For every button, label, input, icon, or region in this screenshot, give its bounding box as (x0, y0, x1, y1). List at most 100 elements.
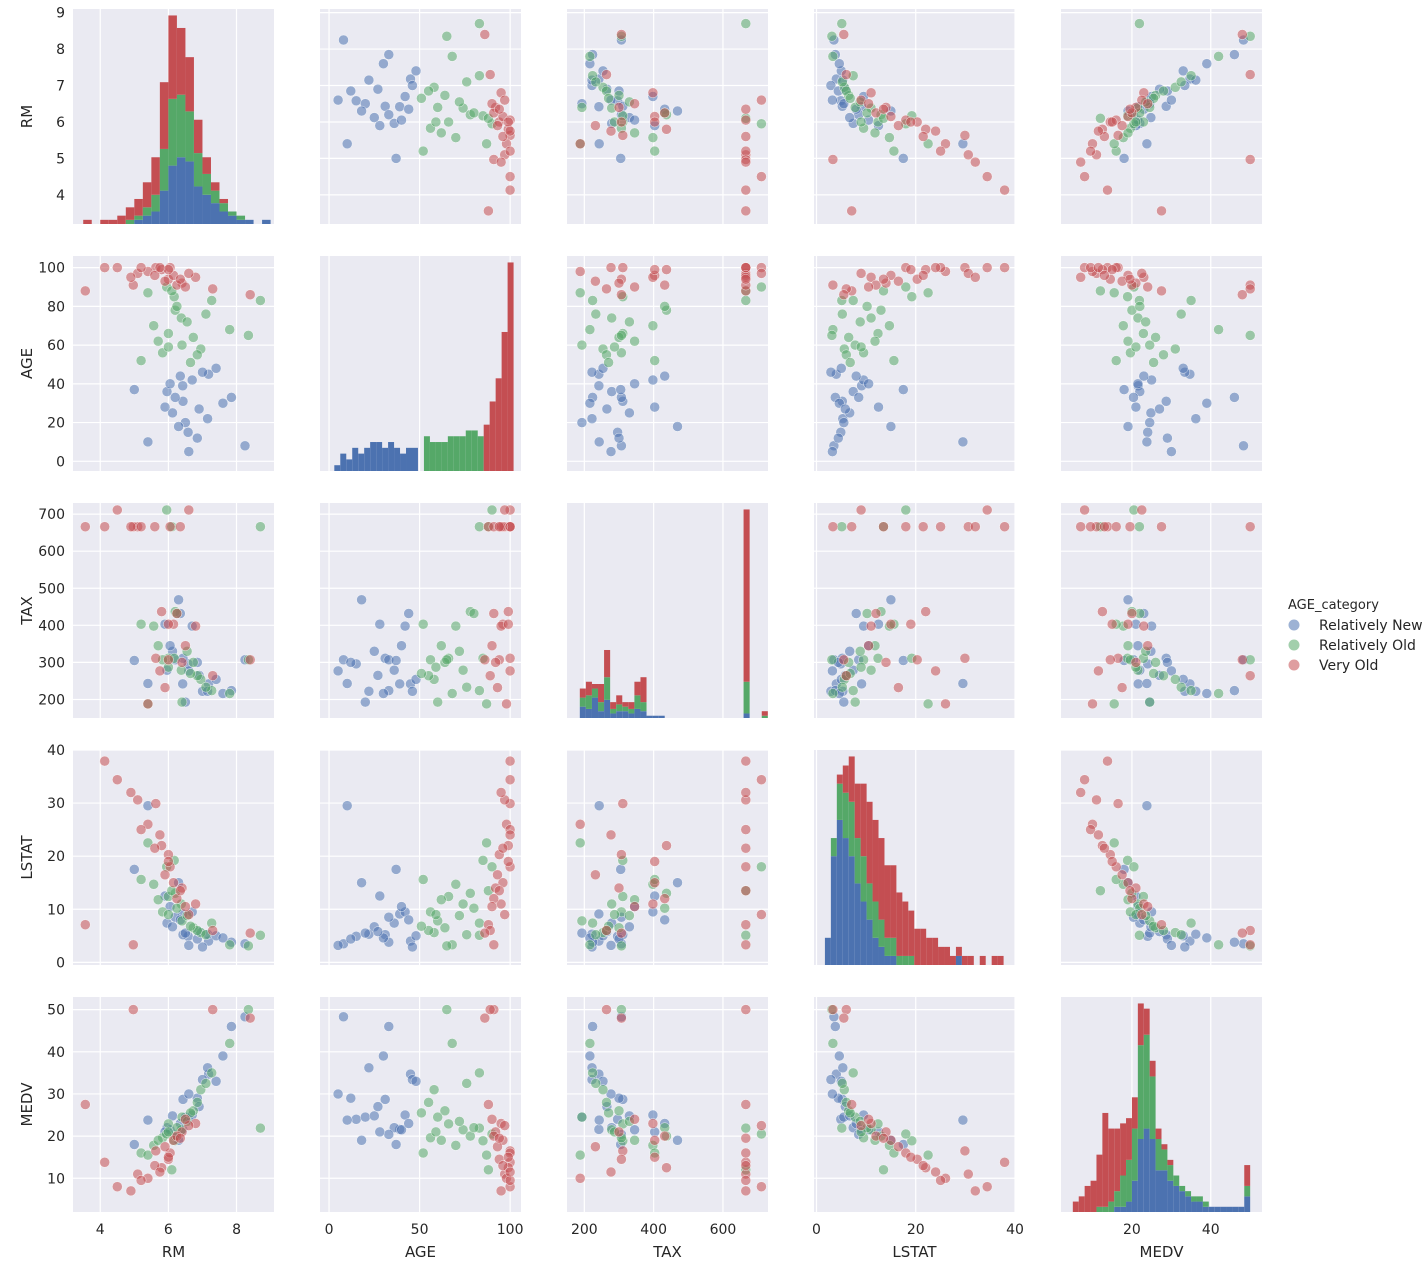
point-relatively-old (740, 930, 751, 941)
point-relatively-new (142, 678, 154, 689)
point-very-old (1106, 264, 1118, 275)
point-very-old (1099, 270, 1110, 281)
point-very-old (613, 1126, 625, 1138)
point-very-old (504, 665, 516, 677)
point-relatively-new (1229, 392, 1240, 403)
point-relatively-old (439, 90, 451, 101)
point-relatively-old (1110, 355, 1122, 366)
point-relatively-new (1166, 94, 1177, 106)
point-very-old (1112, 798, 1124, 809)
point-very-old (740, 755, 751, 767)
point-relatively-new (672, 1135, 683, 1146)
point-very-old (880, 657, 892, 668)
panel-grid (73, 9, 1262, 1212)
point-relatively-old (163, 909, 174, 920)
point-relatively-old (430, 1126, 442, 1138)
hist-bar-relatively-old (176, 94, 186, 158)
y-tick-label: 40 (47, 743, 65, 759)
hist-bar-relatively-new (168, 165, 177, 224)
point-relatively-old (900, 281, 911, 293)
hist-bar-relatively-old (1114, 1191, 1121, 1207)
hist-bar-very-old (604, 649, 611, 678)
panel-tax-vs-age (320, 503, 521, 718)
point-relatively-new (584, 398, 596, 409)
point-very-old (1116, 869, 1128, 880)
point-relatively-new (360, 696, 371, 708)
point-relatively-new (605, 940, 617, 951)
point-relatively-new (898, 384, 909, 395)
point-relatively-new (615, 153, 626, 164)
point-relatively-new (332, 665, 344, 677)
hist-bar-relatively-new (622, 711, 629, 718)
point-very-old (112, 504, 123, 516)
point-very-old (1075, 156, 1086, 168)
point-very-old (132, 794, 143, 806)
point-relatively-old (740, 1122, 751, 1134)
point-relatively-new (834, 58, 845, 69)
y-tick-label: 10 (47, 1171, 65, 1187)
hist-bar-very-old (920, 928, 927, 965)
point-relatively-old (649, 145, 660, 157)
point-relatively-new (403, 103, 414, 115)
point-relatively-old (255, 295, 266, 306)
point-relatively-new (1166, 446, 1177, 457)
hist-bar-relatively-old (1120, 1175, 1127, 1207)
point-very-old (504, 653, 516, 664)
point-very-old (180, 1114, 191, 1125)
y-tick-label: 4 (56, 188, 65, 204)
hist-bar-relatively-old (579, 697, 586, 707)
point-relatively-old (481, 837, 492, 849)
point-relatively-old (441, 940, 452, 952)
panel-rm-vs-medv (1061, 9, 1262, 224)
panel-medv-vs-lstat (814, 997, 1016, 1212)
y-tick-label: 20 (47, 416, 65, 432)
panel-lstat-vs-rm (73, 749, 274, 965)
point-relatively-old (826, 330, 838, 341)
point-relatively-old (200, 1078, 212, 1089)
x-tick-label: 20 (1123, 1222, 1141, 1238)
point-relatively-old (188, 332, 199, 343)
point-very-old (649, 264, 660, 275)
point-relatively-new (390, 864, 402, 875)
point-relatively-new (177, 678, 188, 690)
point-relatively-new (1201, 398, 1213, 409)
point-very-old (740, 861, 751, 872)
point-very-old (504, 145, 516, 157)
hist-bar-relatively-old (854, 838, 861, 884)
hist-bar-very-old (579, 688, 586, 698)
hist-bar-relatively-old (134, 215, 143, 220)
hist-bar-very-old (610, 702, 617, 709)
y-tick-label: 500 (38, 581, 65, 597)
point-relatively-old (443, 116, 454, 128)
y-axis-labels: 456789RM020406080100AGE20030040050060070… (18, 6, 65, 1188)
point-relatively-old (185, 921, 196, 932)
point-very-old (1237, 927, 1248, 939)
point-relatively-new (593, 101, 605, 112)
legend-marker-relatively-old (1288, 639, 1300, 651)
point-relatively-new (164, 640, 176, 651)
hist-bar-relatively-old (616, 704, 623, 712)
point-very-old (1122, 619, 1134, 630)
point-relatively-new (957, 678, 969, 689)
point-very-old (1244, 521, 1256, 532)
point-relatively-new (1166, 665, 1177, 677)
point-very-old (841, 670, 852, 681)
point-relatively-old (837, 1078, 848, 1089)
point-very-old (999, 521, 1010, 532)
hist-bar-relatively-new (236, 219, 246, 224)
x-tick-label: 20 (907, 1222, 925, 1238)
point-very-old (1079, 171, 1090, 182)
point-relatively-old (185, 668, 196, 679)
point-very-old (982, 1181, 993, 1192)
hist-bar-relatively-new (579, 706, 586, 718)
point-very-old (485, 1004, 496, 1015)
point-relatively-new (183, 446, 195, 457)
point-very-old (504, 829, 516, 841)
hist-bar-relatively-old (1149, 1076, 1156, 1139)
point-relatively-old (613, 90, 625, 101)
point-relatively-old (200, 308, 212, 320)
point-relatively-old (869, 336, 881, 347)
point-very-old (878, 521, 889, 532)
point-very-old (740, 939, 751, 950)
hist-bar-relatively-old (878, 919, 885, 947)
